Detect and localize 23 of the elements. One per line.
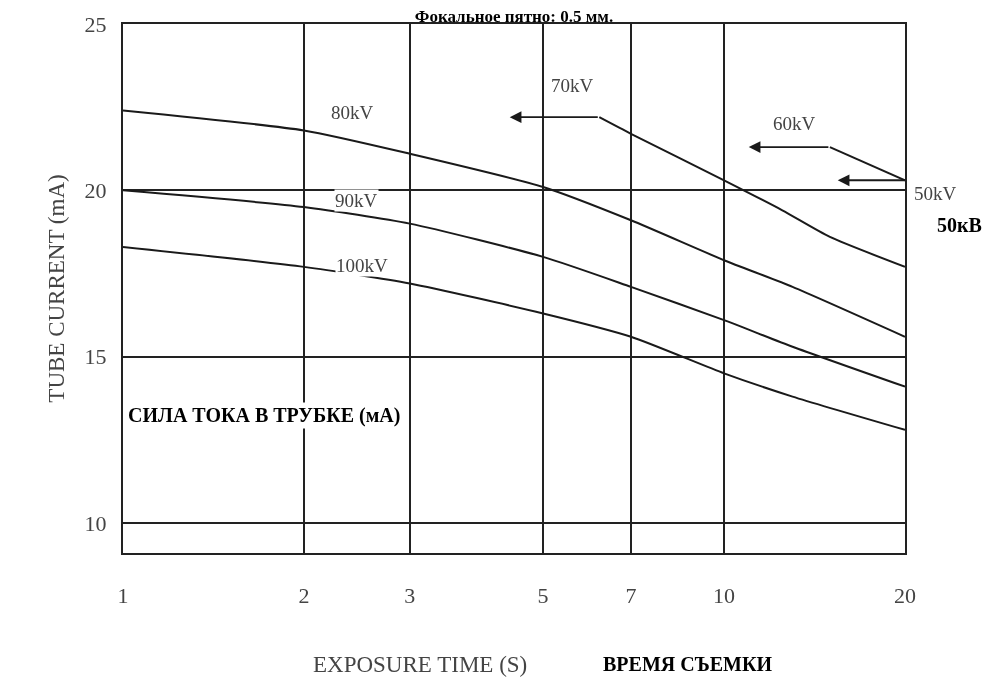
y-tick-label: 10 — [84, 510, 107, 536]
text: 50кВ — [937, 214, 982, 236]
x-tick-label: 1 — [117, 583, 129, 609]
x-tick-label: 10 — [713, 583, 736, 609]
y-tick-label: 20 — [84, 178, 107, 204]
series-label: 50kV — [914, 183, 957, 204]
y-axis-title: TUBE CURRENT (mA) — [43, 174, 69, 403]
x-tick-label: 5 — [537, 583, 549, 609]
series-label: 60kV — [773, 113, 816, 134]
annotation: СИЛА ТОКА В ТРУБКЕ (мА) — [128, 404, 401, 427]
x-tick-label: 7 — [625, 583, 637, 609]
series-label: 70kV — [551, 75, 594, 96]
x-axis-title: EXPOSURE TIME (S) — [313, 652, 528, 677]
x-tick-label: 3 — [404, 583, 416, 609]
y-tick-label: 25 — [84, 11, 107, 37]
text: ВРЕМЯ СЪЕМКИ — [603, 653, 773, 675]
series-label: 80kV — [331, 102, 374, 123]
x-tick-label: 20 — [894, 583, 916, 609]
y-tick-label: 15 — [84, 344, 107, 370]
series-label: 90kV — [335, 190, 378, 211]
series-label: 100kV — [336, 255, 388, 276]
x-tick-label: 2 — [298, 583, 310, 609]
chart-title: Фокальное пятно: 0.5 мм. — [414, 7, 614, 26]
